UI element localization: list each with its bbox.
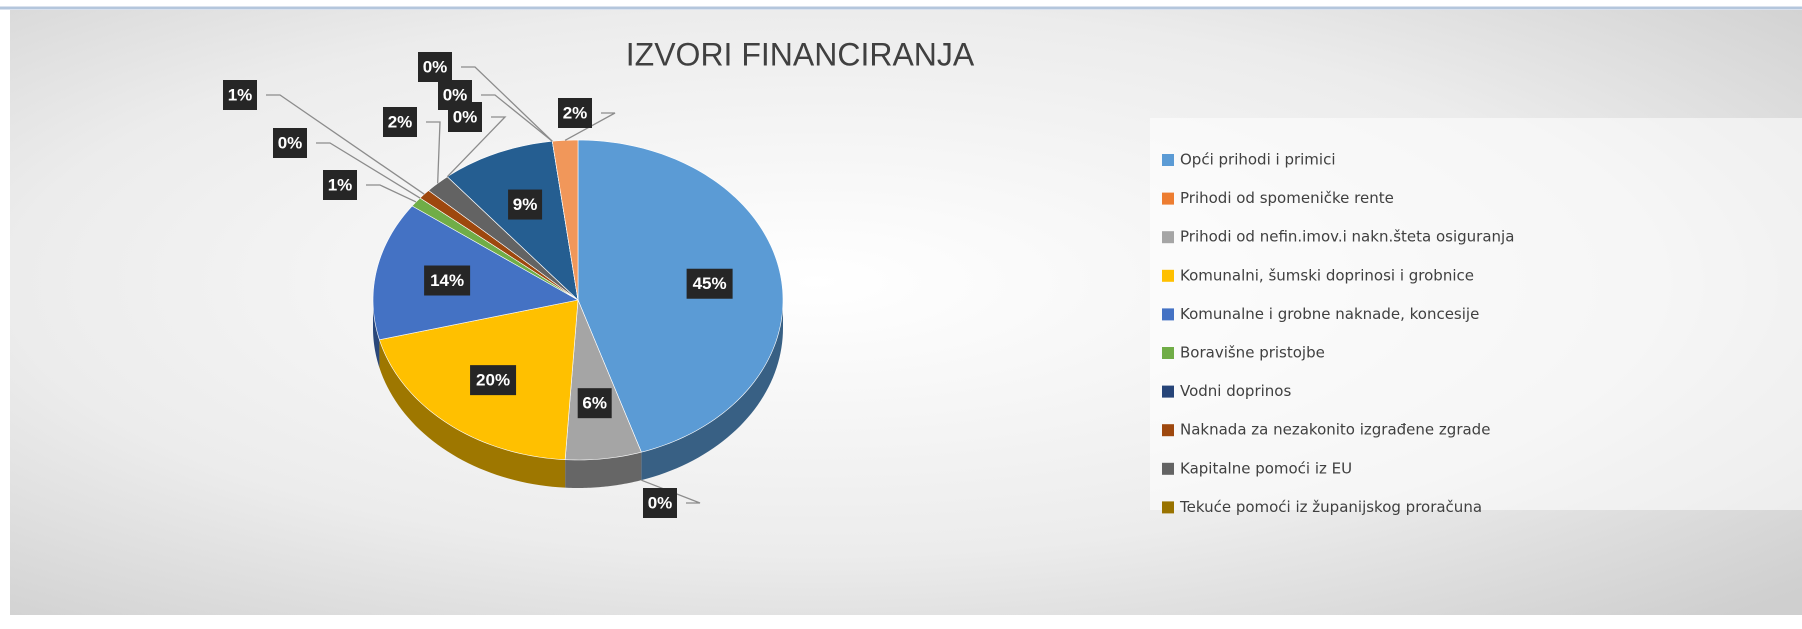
data-label: 0% [423,57,448,76]
legend-label: Boravišne pristojbe [1180,344,1325,362]
leader-line [446,116,507,178]
data-label-box [383,107,417,137]
legend-swatch [1162,424,1174,437]
leader-line [266,94,425,195]
legend-swatch [1162,154,1174,166]
pie-slice [446,140,579,301]
data-label-box [558,98,592,128]
legend-label: Tekuće pomoći iz županijskog proračuna [1179,498,1482,516]
legend-label: Prihodi od nefin.imov.i nakn.šteta osigu… [1180,228,1514,246]
leader-line [481,94,553,142]
data-label-box [686,268,733,299]
data-label-box [470,365,517,396]
data-label-box [438,80,472,110]
data-label-box [223,80,257,110]
pie-slice [428,176,579,301]
data-label: 2% [563,103,588,122]
legend-label: Vodni doprinos [1180,382,1291,400]
legend-swatch [1162,231,1174,244]
legend-swatch [1162,192,1174,205]
pie-slice [577,139,784,453]
data-label: 0% [648,493,673,512]
data-label-box [577,388,612,419]
legend-label: Kapitalne pomoći iz EU [1180,459,1352,477]
data-label-box [323,170,357,200]
pie-slice [564,299,642,461]
pie-slice [551,139,579,301]
legend-label: Opći prihodi i primici [1180,151,1336,169]
data-label: 1% [328,175,353,194]
data-label: 0% [278,133,303,152]
legend-swatch [1162,308,1174,321]
leader-line [641,479,701,504]
legend-swatch [1162,269,1174,282]
legend-label: Prihodi od spomeničke rente [1180,189,1394,207]
data-label: 45% [693,274,727,293]
leader-line [461,66,553,142]
data-label-box [424,265,471,296]
data-label: 9% [513,195,538,214]
pie-side [373,300,380,368]
pie-side [565,452,642,488]
data-label: 14% [430,271,464,290]
pie-side [379,339,566,488]
legend-box [1150,118,1802,510]
data-label: 1% [228,85,253,104]
legend-swatch [1162,347,1174,359]
data-label: 6% [582,394,607,413]
chart-title: IZVORI FINANCIRANJA [626,36,975,72]
data-label: 0% [453,107,478,126]
legend-swatch [1162,501,1174,514]
data-label: 20% [476,371,510,390]
data-label-box [273,128,307,158]
leader-line [316,142,421,199]
legend-swatch [1162,462,1174,475]
pie-slice [372,205,579,341]
leader-line [564,112,616,141]
pie-side [641,300,783,481]
legend-swatch [1162,385,1174,398]
leader-line [426,121,441,184]
legend-label: Naknada za nezakonito izgrađene zgrade [1180,421,1490,439]
data-label-box [418,52,452,82]
data-label-box [643,488,677,518]
data-label-box [508,189,543,220]
legend-label: Komunalni, šumski doprinosi i grobnice [1180,266,1474,284]
leader-line [366,184,417,203]
data-label: 0% [443,85,468,104]
data-label: 2% [388,112,413,131]
legend-label: Komunalne i grobne naknade, koncesije [1180,305,1479,323]
